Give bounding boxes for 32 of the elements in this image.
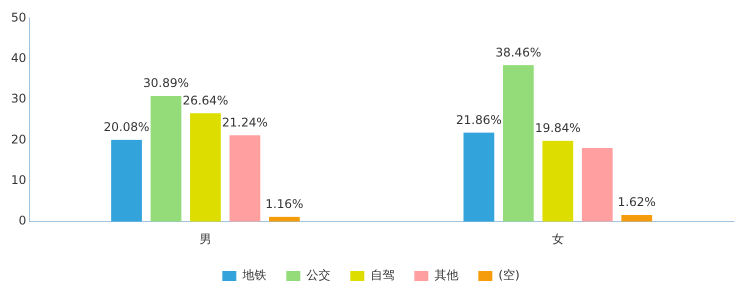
bar [190,113,221,222]
data-label: 1.16% [265,197,304,212]
legend-label: 地铁 [241,268,266,282]
y-tick-label: 50 [10,10,26,24]
legend-label: (空) [498,268,520,282]
bar [150,96,182,222]
data-label: 21.86% [456,112,502,127]
bar [582,148,613,222]
bar [111,140,142,222]
y-tick-label: 20 [10,132,26,146]
bar [230,135,260,222]
bar [542,140,574,222]
bar [621,215,652,222]
y-tick-label: 0 [18,214,26,228]
legend-label: 其他 [434,268,458,282]
data-label: 19.84% [534,121,581,136]
y-tick-label: 40 [10,51,26,66]
legend-label: 自驾 [370,268,394,282]
bar [268,216,300,222]
data-label: 21.24% [222,115,268,130]
data-label: 30.89% [143,76,189,90]
data-label: 20.08% [104,120,150,134]
data-label: 26.64% [182,93,228,108]
bar [502,65,534,222]
x-tick-label: 女 [552,232,564,246]
data-label: 1.62% [618,195,656,210]
y-tick-label: 30 [10,92,26,106]
data-label: 38.46% [495,45,542,60]
x-tick-label: 男 [199,232,212,246]
y-tick-label: 10 [10,173,26,188]
bar [463,132,494,222]
legend-label: 公交 [306,268,330,282]
